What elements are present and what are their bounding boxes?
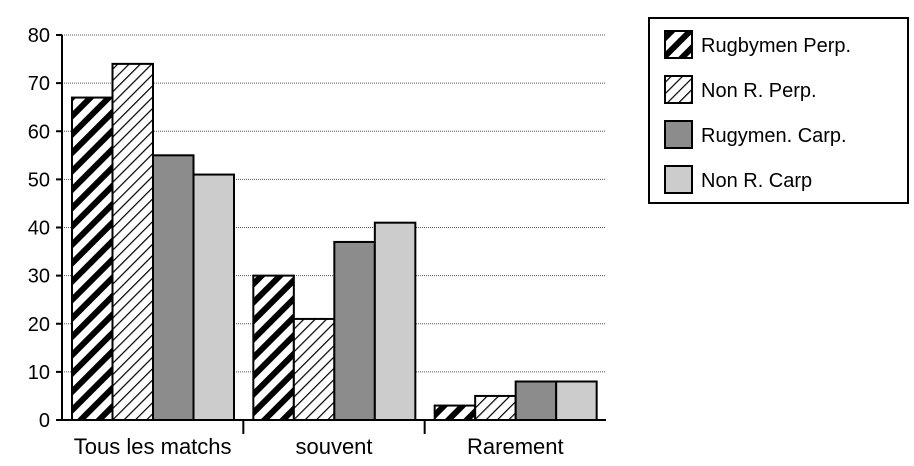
- bar: [192, 173, 235, 421]
- legend-label: Non R. Perp.: [701, 80, 817, 102]
- y-tick-label: 30: [28, 266, 50, 288]
- legend-label: Rugymen. Carp.: [701, 125, 847, 147]
- legend-label: Non R. Carp: [701, 170, 812, 192]
- axes: 0 10 20 30 40 50 60 70 80 Tous les matchs souvent R…: [28, 25, 606, 459]
- bar: [71, 96, 114, 421]
- y-tick-label: 80: [28, 25, 50, 47]
- y-tick-label: 50: [28, 169, 50, 191]
- x-tick-label: Rarement: [467, 434, 564, 459]
- y-tick-label: 20: [28, 314, 50, 336]
- y-tick-label: 0: [39, 410, 50, 432]
- bar: [433, 404, 477, 421]
- bars: [71, 62, 598, 421]
- y-tick-label: 10: [28, 362, 50, 384]
- bar: [514, 380, 558, 421]
- legend-label: Rugbymen Perp.: [701, 35, 851, 57]
- legend-swatch: [664, 30, 693, 59]
- y-tick-label: 70: [28, 73, 50, 95]
- x-tick-label: Tous les matchs: [74, 434, 232, 459]
- legend: Rugbymen Perp. Non R. Perp. Rugymen. Carp.…: [648, 17, 909, 204]
- y-tick-label: 40: [28, 218, 50, 240]
- legend-swatch: [664, 165, 693, 194]
- bar: [252, 274, 295, 421]
- legend-swatch: [664, 75, 693, 104]
- y-tick-label: 60: [28, 121, 50, 143]
- legend-swatch: [664, 120, 693, 149]
- bar: [152, 154, 195, 421]
- bar: [555, 380, 598, 421]
- x-tick-label: souvent: [295, 434, 372, 459]
- bar: [111, 62, 154, 421]
- bar: [333, 240, 376, 421]
- bar: [373, 221, 417, 421]
- bar: [292, 317, 336, 421]
- bar: [474, 394, 517, 421]
